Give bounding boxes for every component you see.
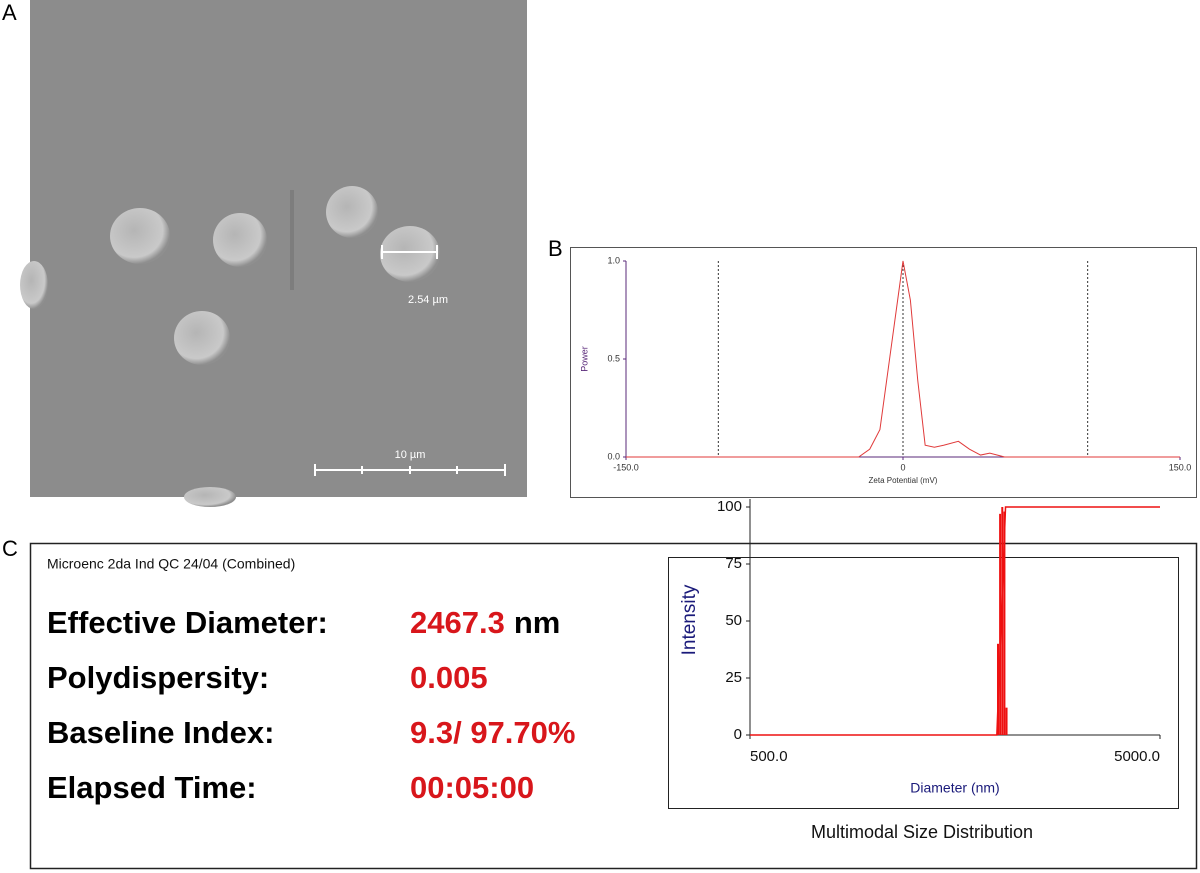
- sample-name: Microenc 2da Ind QC 24/04 (Combined): [47, 556, 295, 572]
- particle: [110, 208, 170, 264]
- y-tick-label: 50: [725, 612, 742, 629]
- row-label: Baseline Index:: [47, 715, 274, 750]
- bar: [996, 643, 999, 735]
- row-value: 00:05:00: [410, 770, 534, 805]
- x-tick-label: 5000.0: [1114, 748, 1160, 765]
- bar: [999, 513, 1002, 735]
- row-value: 2467.3 nm: [410, 605, 560, 640]
- sem-image: [30, 0, 527, 497]
- summary-rows: Effective Diameter: 2467.3 nm Polydispersit…: [47, 605, 575, 805]
- zeta-chart: 0.0 0.5 1.0 -150.0 0 150.0 Zeta Potential (mV)…: [579, 255, 1191, 485]
- y-axis-label: Intensity: [679, 584, 700, 655]
- x-tick-label: -150.0: [613, 462, 639, 472]
- row-label: Elapsed Time:: [47, 770, 257, 805]
- panel-label: C: [2, 536, 18, 561]
- size-chart: 0 25 50 75 100 500.0 5000.0 Diameter (nm) Intens…: [679, 498, 1161, 842]
- particle: [184, 487, 236, 507]
- y-tick-label: 1.0: [607, 255, 620, 265]
- scale-label: 10 µm: [395, 449, 426, 461]
- particle: [20, 261, 48, 309]
- y-tick-label: 0.0: [607, 451, 620, 461]
- panel-label: A: [2, 0, 17, 25]
- zeta-line: [626, 260, 1180, 458]
- bar: [1005, 707, 1008, 735]
- x-tick-label: 500.0: [750, 748, 788, 765]
- scale-bar: [314, 464, 506, 476]
- panel-label: B: [548, 236, 563, 261]
- x-axis-label: Zeta Potential (mV): [869, 476, 938, 485]
- measure-bar: [381, 245, 438, 259]
- y-tick-label: 100: [717, 498, 742, 515]
- row-value: 0.005: [410, 660, 488, 695]
- row-unit: nm: [514, 605, 561, 640]
- row-value-text: 2467.3: [410, 605, 505, 640]
- x-tick-label: 150.0: [1169, 462, 1192, 472]
- bar: [1001, 507, 1004, 735]
- y-tick-label: 75: [725, 555, 742, 572]
- row-label: Polydispersity:: [47, 660, 269, 695]
- row-value-text: 0.005: [410, 660, 488, 695]
- particle: [326, 186, 378, 238]
- x-tick-label: 0: [900, 462, 905, 472]
- chart-title: Multimodal Size Distribution: [811, 822, 1033, 842]
- zeta-frame: [570, 247, 1197, 498]
- y-axis-label: Power: [579, 346, 589, 372]
- y-tick-label: 25: [725, 669, 742, 686]
- x-axis-label: Diameter (nm): [910, 780, 999, 796]
- row-value-text: 00:05:00: [410, 770, 534, 805]
- measure-label: 2.54 µm: [408, 294, 448, 306]
- row-value: 9.3/ 97.70%: [410, 715, 575, 750]
- row-value-text: 9.3/ 97.70%: [410, 715, 575, 750]
- particle: [213, 213, 267, 267]
- bar: [1003, 511, 1006, 735]
- row-label: Effective Diameter:: [47, 605, 328, 640]
- particle: [174, 311, 230, 365]
- y-tick-label: 0.5: [607, 353, 620, 363]
- y-tick-label: 0: [734, 726, 742, 743]
- particle: [380, 226, 440, 282]
- cumulative-line: [750, 506, 1160, 736]
- size-frame: [668, 557, 1179, 809]
